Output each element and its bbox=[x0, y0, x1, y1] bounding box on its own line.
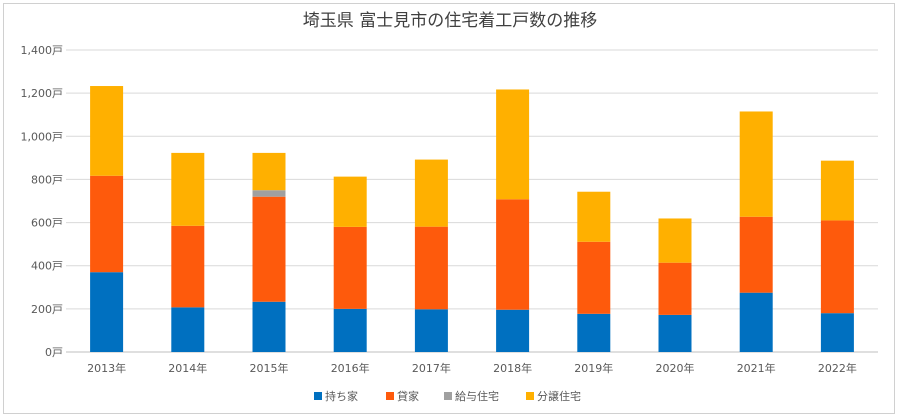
bar-segment bbox=[252, 190, 286, 197]
bar-segment bbox=[333, 176, 367, 227]
legend-swatch bbox=[314, 392, 322, 400]
y-tick-label: 1,200戸 bbox=[21, 87, 64, 100]
bar-segment bbox=[739, 292, 773, 352]
x-tick-label: 2014年 bbox=[168, 361, 207, 375]
y-tick-label: 0戸 bbox=[45, 346, 63, 359]
bar-segment bbox=[658, 262, 692, 315]
bar-segment bbox=[496, 89, 530, 200]
x-tick-label: 2021年 bbox=[737, 361, 776, 375]
bar-segment bbox=[739, 216, 773, 293]
chart-title: 埼玉県 富士見市の住宅着工戸数の推移 bbox=[303, 11, 597, 31]
bar-segment bbox=[414, 159, 448, 227]
legend-swatch bbox=[386, 392, 394, 400]
y-tick-label: 400戸 bbox=[31, 260, 63, 273]
bar-segment bbox=[820, 220, 854, 314]
bars bbox=[90, 86, 854, 352]
x-tick-label: 2020年 bbox=[656, 361, 695, 375]
bar-segment bbox=[414, 226, 448, 310]
bar-segment bbox=[577, 313, 611, 352]
bar-segment bbox=[820, 313, 854, 352]
x-tick-label: 2013年 bbox=[87, 361, 126, 375]
legend-swatch bbox=[444, 392, 452, 400]
bar-segment bbox=[90, 175, 124, 273]
y-tick-label: 1,400戸 bbox=[21, 44, 64, 57]
x-tick-label: 2019年 bbox=[574, 361, 613, 375]
bar-segment bbox=[820, 160, 854, 221]
bar-segment bbox=[171, 225, 205, 308]
bar-segment bbox=[496, 309, 530, 352]
legend-label: 給与住宅 bbox=[455, 389, 499, 403]
bar-segment bbox=[252, 196, 286, 302]
legend: 持ち家 貸家 給与住宅 分譲住宅 bbox=[314, 389, 581, 403]
bar-segment bbox=[414, 309, 448, 352]
bar-segment bbox=[333, 226, 367, 309]
y-axis-ticks: 0戸 200戸 400戸 600戸 800戸 1,000戸 1,200戸 1,400戸 bbox=[21, 44, 64, 359]
bar-segment bbox=[252, 301, 286, 352]
bar-segment bbox=[171, 152, 205, 226]
bar-segment bbox=[577, 191, 611, 242]
legend-label: 持ち家 bbox=[325, 389, 358, 403]
legend-label: 分譲住宅 bbox=[537, 389, 581, 403]
bar-segment bbox=[496, 199, 530, 310]
y-tick-label: 800戸 bbox=[31, 173, 63, 186]
x-tick-label: 2017年 bbox=[412, 361, 451, 375]
x-tick-label: 2015年 bbox=[250, 361, 289, 375]
x-tick-label: 2016年 bbox=[331, 361, 370, 375]
y-tick-label: 1,000戸 bbox=[21, 130, 64, 143]
bar-segment bbox=[171, 307, 205, 352]
legend-label: 貸家 bbox=[397, 389, 419, 403]
bar-segment bbox=[577, 241, 611, 314]
bar-segment bbox=[252, 152, 286, 191]
y-tick-label: 200戸 bbox=[31, 303, 63, 316]
legend-swatch bbox=[526, 392, 534, 400]
x-tick-label: 2018年 bbox=[493, 361, 532, 375]
bar-segment bbox=[739, 111, 773, 217]
bar-segment bbox=[90, 86, 124, 176]
bar-segment bbox=[333, 308, 367, 352]
bar-segment bbox=[658, 218, 692, 263]
y-tick-label: 600戸 bbox=[31, 217, 63, 230]
bar-segment bbox=[658, 314, 692, 352]
x-axis-ticks: 2013年 2014年 2015年 2016年 2017年 2018年 2019年 2020年… bbox=[87, 361, 857, 375]
bar-segment bbox=[90, 272, 124, 352]
x-tick-label: 2022年 bbox=[818, 361, 857, 375]
